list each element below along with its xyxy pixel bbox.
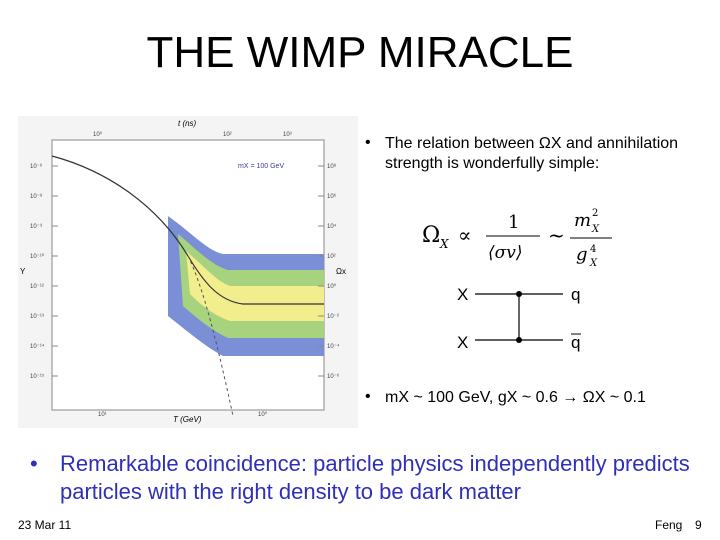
top-tick-0: 10⁰ — [93, 131, 103, 138]
right-axis-label: Ωx — [336, 267, 346, 276]
formula-sim: ~ — [548, 223, 565, 247]
bullet-2-text: mX ~ 100 GeV, gX ~ 0.6 → ΩX ~ 0.1 — [385, 389, 646, 406]
right-tick-6: 10⁻⁴ — [327, 343, 340, 350]
freeze-out-figure: t (ns) 10⁰ 10² 10³ mX = 100 GeV Y Ωx T (… — [18, 116, 358, 428]
bottom-bullet-dot: • — [30, 451, 38, 476]
feynman-out-bottom: q — [571, 333, 580, 352]
bullet-1-text: The relation between ΩX and annihilation… — [385, 135, 679, 172]
bottom-bullet: • Remarkable coincidence: particle physi… — [30, 450, 690, 504]
freeze-out-plot: t (ns) 10⁰ 10² 10³ mX = 100 GeV Y Ωx T (… — [18, 116, 358, 428]
feynman-vertex-bottom — [516, 337, 522, 343]
feynman-diagram: X X q q — [445, 270, 595, 360]
left-axis-label: Y — [20, 267, 26, 276]
right-ticks: 10⁸ 10⁶ 10⁴ 10² 10⁰ 10⁻² 10⁻⁴ 10⁻⁶ — [327, 163, 340, 380]
left-tick-6: 10⁻¹⁴ — [30, 343, 45, 350]
left-tick-1: 10⁻⁸ — [30, 193, 43, 200]
bottom-tick-1: 10⁰ — [258, 411, 268, 418]
right-tick-5: 10⁻² — [327, 314, 339, 320]
right-tick-2: 10⁴ — [327, 223, 337, 230]
left-tick-2: 10⁻⁹ — [30, 223, 43, 230]
footer-page-number: 9 — [695, 518, 702, 532]
formula-prop: ∝ — [458, 223, 472, 247]
feynman-vertex-top — [516, 291, 522, 297]
feynman-in-top: X — [457, 285, 468, 304]
right-tick-1: 10⁶ — [327, 193, 337, 200]
left-tick-4: 10⁻¹² — [30, 284, 44, 290]
right-tick-7: 10⁻⁶ — [327, 373, 340, 380]
slide-title: THE WIMP MIRACLE — [146, 28, 574, 77]
left-tick-0: 10⁻⁶ — [30, 163, 43, 170]
right-tick-4: 10⁰ — [327, 283, 337, 290]
left-tick-7: 10⁻¹⁵ — [30, 373, 45, 380]
footer-date: 23 Mar 11 — [18, 518, 72, 532]
bottom-axis-label: T (GeV) — [173, 415, 202, 424]
equilibrium-curve — [187, 255, 234, 417]
bullet-dot-2: • — [365, 388, 371, 405]
right-tick-3: 10² — [327, 254, 336, 260]
formula-num2-base: m — [574, 210, 591, 231]
top-tick-2: 10³ — [283, 132, 292, 138]
left-tick-3: 10⁻¹⁰ — [30, 253, 45, 260]
relic-density-formula: Ω X ∝ 1 ⟨σv⟩ ~ m X 2 g X 4 — [420, 200, 620, 272]
formula-num2-sup: 2 — [592, 208, 598, 219]
legend-text: mX = 100 GeV — [238, 163, 284, 170]
feynman-out-top: q — [571, 285, 580, 304]
left-tick-5: 10⁻¹³ — [30, 314, 44, 320]
left-ticks: 10⁻⁶ 10⁻⁸ 10⁻⁹ 10⁻¹⁰ 10⁻¹² 10⁻¹³ 10⁻¹⁴ 1… — [30, 163, 45, 380]
bottom-bullet-text: Remarkable coincidence: particle physics… — [60, 451, 690, 504]
feynman-svg: X X q q — [457, 285, 581, 352]
formula-den2-sup: 4 — [590, 244, 596, 255]
right-tick-0: 10⁸ — [327, 163, 337, 170]
footer-author: Feng — [655, 518, 683, 532]
bullet-dot-1: • — [365, 134, 371, 151]
formula-svg: Ω X ∝ 1 ⟨σv⟩ ~ m X 2 g X 4 — [422, 208, 612, 269]
abundance-curve — [51, 155, 324, 305]
top-tick-1: 10² — [223, 132, 232, 138]
formula-den2-base: g — [576, 244, 588, 265]
top-axis-label: t (ns) — [178, 119, 197, 128]
formula-num1: 1 — [508, 212, 519, 233]
formula-den1: ⟨σv⟩ — [488, 243, 522, 263]
bottom-tick-0: 10¹ — [98, 412, 107, 418]
formula-omega: Ω — [422, 223, 440, 248]
formula-omega-sub: X — [439, 237, 449, 251]
formula-num2-sub: X — [591, 224, 600, 235]
formula-den2-sub: X — [589, 258, 598, 269]
tick-marks — [52, 165, 324, 377]
feynman-in-bottom: X — [457, 333, 468, 352]
